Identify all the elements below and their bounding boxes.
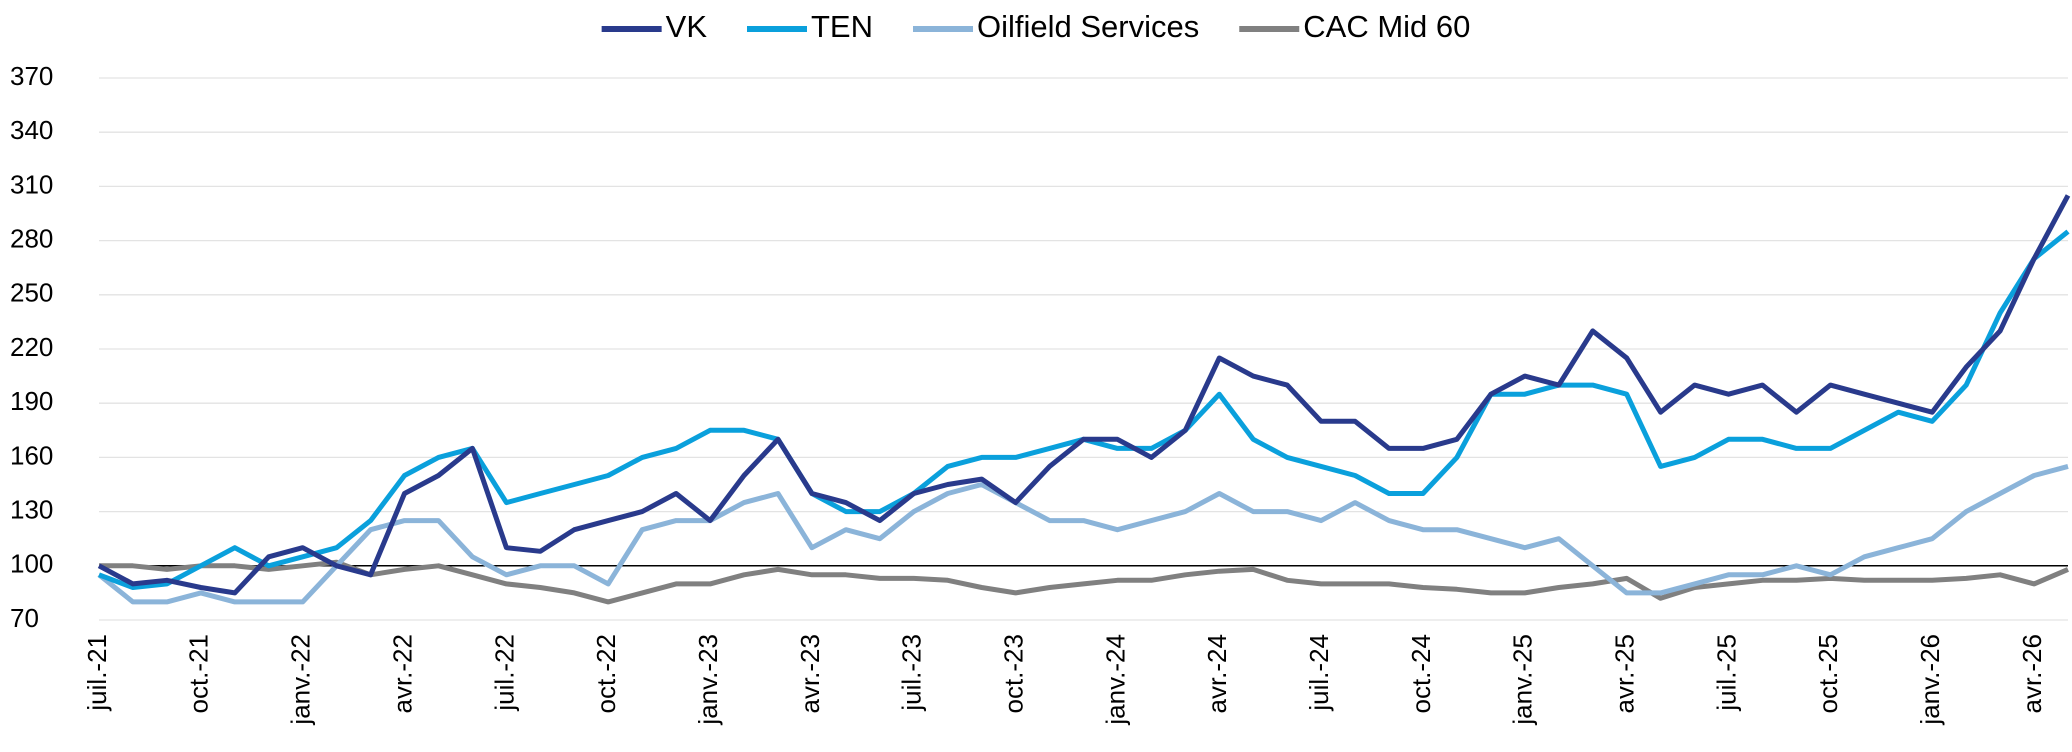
x-tick-label: juil.-22 [489,634,519,712]
x-tick-label: juil.-23 [897,634,927,712]
x-tick-label: juil.-21 [82,634,112,712]
series-line [99,559,2069,605]
series-line [97,463,2069,605]
legend-label: TEN [811,9,873,44]
y-tick-label: 250 [10,278,53,308]
legend-label: VK [666,9,708,44]
x-tick-label: avr.-26 [2017,634,2047,714]
x-tick-label: janv.-23 [693,634,723,726]
y-tick-label: 370 [10,61,53,91]
x-tick-label: oct.-21 [184,634,214,714]
y-tick-label: 100 [10,549,53,579]
legend-label: CAC Mid 60 [1303,9,1470,44]
x-tick-label: juil.-25 [1711,634,1741,712]
x-tick-label: avr.-25 [1610,634,1640,714]
x-tick-label: janv.-22 [286,634,316,726]
x-tick-label: avr.-23 [795,634,825,714]
x-tick-label: oct.-24 [1406,634,1436,714]
y-tick-label: 160 [10,440,53,470]
x-tick-label: janv.-24 [1100,634,1130,726]
series-line [97,194,2071,596]
y-tick-label: 310 [10,169,53,199]
x-tick-label: avr.-24 [1202,634,1232,714]
y-tick-label: 130 [10,494,53,524]
x-tick-label: oct.-23 [998,634,1028,714]
y-tick-label: 70 [10,603,39,633]
y-tick-label: 220 [10,332,53,362]
x-tick-label: janv.-26 [1915,634,1945,726]
x-tick-label: juil.-24 [1304,634,1334,712]
series-line [98,229,2070,590]
y-tick-label: 280 [10,223,53,253]
legend-label: Oilfield Services [977,9,1199,44]
x-tick-label: oct.-25 [1813,634,1843,714]
y-tick-label: 340 [10,115,53,145]
x-tick-label: avr.-22 [387,634,417,714]
x-tick-label: oct.-22 [591,634,621,714]
x-tick-label: janv.-25 [1508,634,1538,726]
y-tick-label: 190 [10,386,53,416]
